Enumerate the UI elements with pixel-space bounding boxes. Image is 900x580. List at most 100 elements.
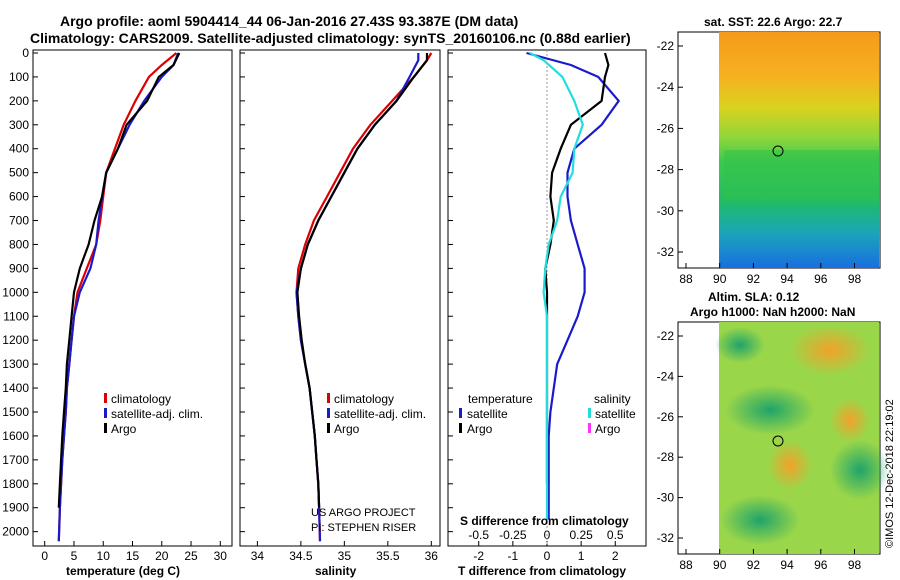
sla-map-anomaly-5 (830, 440, 890, 500)
depth-tick-label: 1800 (2, 477, 29, 491)
depth-tick-label: 600 (9, 190, 29, 204)
sal-legend-climatology-swatch (327, 393, 330, 403)
depth-tick-label: 500 (9, 166, 29, 180)
sla-map-anomaly-6 (720, 495, 800, 545)
sal-legend-climatology-label: climatology (334, 392, 394, 406)
legend-argo-swatch (104, 423, 107, 433)
x-tick-label: 25 (184, 549, 198, 563)
x-tick-label: 35.5 (376, 549, 400, 563)
credit-project: US ARGO PROJECT (311, 507, 416, 519)
lon-tick-label: 90 (713, 558, 727, 572)
x-tick-label: 34.5 (289, 549, 313, 563)
sla-map-title-2: Argo h1000: NaN h2000: NaN (690, 305, 855, 319)
series-line-temperature-profile-argo (57, 52, 181, 508)
title-line-1: Argo profile: aoml 5904414_44 06-Jan-201… (60, 13, 518, 29)
x-tick-label: 10 (97, 549, 111, 563)
sal-legend-satellite-swatch (327, 408, 330, 418)
depth-tick-label: 0 (22, 46, 29, 60)
sst-map-title: sat. SST: 22.6 Argo: 22.7 (704, 15, 843, 29)
series-line-salinity-profile-satellite-adj-clim- (295, 53, 420, 542)
lat-tick-label: -30 (657, 491, 675, 505)
x-tick-label: 1 (578, 549, 585, 563)
x-tick-label: 5 (71, 549, 78, 563)
salinity-x-label: salinity (315, 564, 357, 578)
lat-tick-label: -22 (657, 329, 675, 343)
series-line-temperature-profile-climatology (57, 52, 178, 542)
x-tick-label: 20 (155, 549, 169, 563)
x-tick-label: 0 (544, 549, 551, 563)
diff-legend-temperature: temperature (468, 392, 533, 406)
depth-axis: 0 100 200 300 400 500 600 700 800 900 1000 1100 1200… (2, 46, 453, 539)
sla-map-anomaly-2 (830, 398, 870, 442)
x-tick-label: 2 (612, 549, 619, 563)
sst-map-axes: -22 -24 -26 -28 -30 -32 88 90 92 94 96 98 (657, 39, 862, 286)
lat-tick-label: -32 (657, 531, 675, 545)
difference-x-axis: -2 -1 0 1 2 (473, 541, 619, 563)
lon-tick-label: 90 (713, 272, 727, 286)
lat-tick-label: -22 (657, 39, 675, 53)
sla-argo-location-marker (772, 435, 784, 447)
x-tick-label: -1 (508, 549, 519, 563)
lon-tick-label: 94 (780, 272, 794, 286)
legend-argo-label: Argo (111, 422, 137, 436)
sla-map-anomaly-1 (790, 325, 870, 375)
x-tick-label: -2 (473, 549, 484, 563)
lat-tick-label: -26 (657, 410, 675, 424)
sst-map-band (724, 150, 879, 200)
difference-s-label: S difference from climatology (460, 514, 629, 528)
diff-legend-salinity: salinity (594, 392, 631, 406)
sla-map-anomaly-7 (715, 327, 765, 363)
temperature-x-label: temperature (deg C) (66, 564, 180, 578)
diff-legend-t-argo-swatch (459, 423, 462, 433)
sal-legend-argo-swatch (327, 423, 330, 433)
depth-tick-label: 1500 (2, 405, 29, 419)
lat-tick-label: -32 (657, 245, 675, 259)
depth-tick-label: 1400 (2, 381, 29, 395)
imos-stamp: ©IMOS 12-Dec-2018 22:19:02 (884, 399, 896, 548)
x-tick-label: 30 (214, 549, 228, 563)
legend-climatology-swatch (104, 393, 107, 403)
salinity-difference-axis: -0.5-0.2500.250.5 (468, 528, 624, 542)
legend-satellite-swatch (104, 408, 107, 418)
depth-tick-label: 1700 (2, 453, 29, 467)
sst-argo-location-marker (772, 145, 784, 157)
legend-climatology-label: climatology (111, 392, 171, 406)
temperature-x-axis: 0 5 10 15 20 25 30 (41, 541, 227, 563)
lat-tick-label: -28 (657, 450, 675, 464)
diff-legend-s-satellite: satellite (595, 407, 636, 421)
lat-tick-label: -24 (657, 80, 675, 94)
sla-map-axes: -22 -24 -26 -28 -30 -32 88 90 92 94 96 98 (657, 329, 862, 572)
profile-series (57, 51, 621, 542)
lat-tick-label: -24 (657, 369, 675, 383)
depth-tick-label: 1000 (2, 285, 29, 299)
lon-tick-label: 92 (747, 558, 761, 572)
x-tick-label: 35 (338, 549, 352, 563)
lon-tick-label: 98 (848, 558, 862, 572)
x-tick-label: 34 (251, 549, 265, 563)
depth-tick-label: 300 (9, 118, 29, 132)
depth-tick-label: 200 (9, 94, 29, 108)
depth-tick-label: 800 (9, 237, 29, 251)
sla-map-anomaly-4 (725, 385, 815, 435)
diff-legend-s-argo: Argo (595, 422, 621, 436)
credit-pi: PI: STEPHEN RISER (311, 522, 416, 534)
depth-tick-label: 1600 (2, 429, 29, 443)
series-line-salinity-profile-argo (296, 53, 429, 508)
sal-legend-argo-label: Argo (334, 422, 360, 436)
sla-map-title-1: Altim. SLA: 0.12 (708, 290, 800, 304)
difference-x-label: T difference from climatology (458, 564, 626, 578)
lon-tick-label: 98 (848, 272, 862, 286)
salinity-difference-tick-label: -0.5 (468, 528, 489, 542)
series-line-difference-profile-s-satellite (529, 52, 584, 520)
depth-tick-label: 400 (9, 142, 29, 156)
x-tick-label: 15 (126, 549, 140, 563)
depth-tick-label: 1300 (2, 357, 29, 371)
depth-tick-label: 1100 (3, 309, 29, 323)
diff-legend-t-satellite: satellite (467, 407, 508, 421)
temperature-panel-frame (32, 49, 233, 547)
depth-tick-label: 700 (9, 214, 29, 228)
lon-tick-label: 96 (814, 272, 828, 286)
lon-tick-label: 92 (747, 272, 761, 286)
lon-tick-label: 88 (679, 272, 693, 286)
